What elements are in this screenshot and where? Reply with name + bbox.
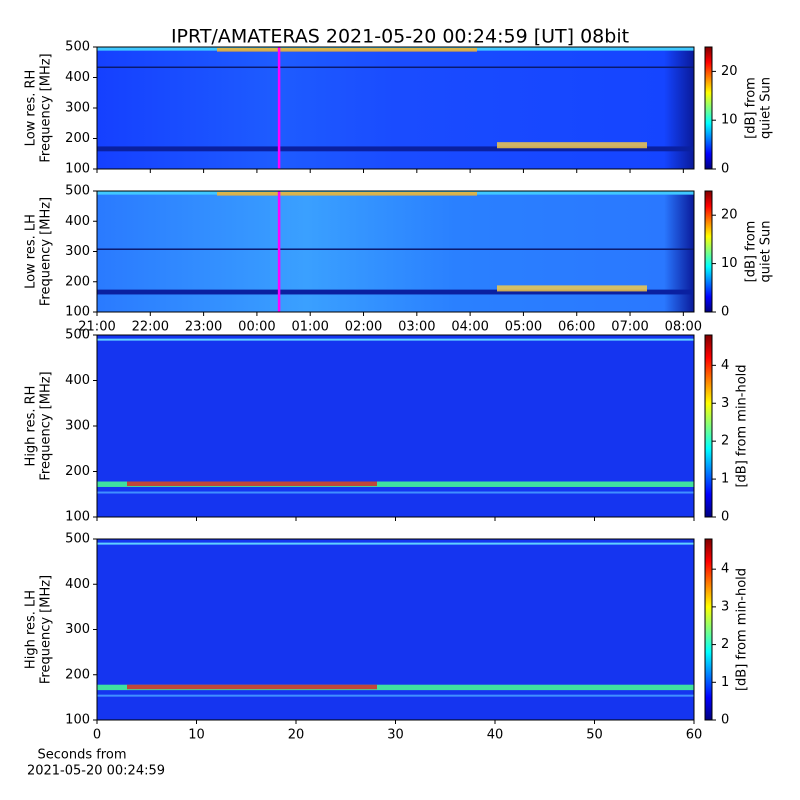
colorbar-tick-label: 10: [721, 256, 738, 271]
spectrogram-band: [97, 338, 694, 341]
colorbar: [704, 538, 713, 721]
colorbar-tick-label: 1: [721, 472, 729, 487]
colorbar-tick-label: 3: [721, 396, 729, 411]
colorbar-label: quiet Sun: [759, 77, 774, 139]
colorbar-tick-label: 0: [721, 713, 729, 728]
y-tick-label: 100: [65, 713, 90, 728]
y-tick-label: 300: [65, 419, 90, 434]
x-tick-label: 21:00: [78, 320, 115, 335]
x-tick-label: 30: [387, 728, 404, 743]
y-tick-label: 500: [65, 328, 90, 343]
colorbar-tick-label: 1: [721, 675, 729, 690]
y-tick-label: 300: [65, 622, 90, 637]
x-tick-label: 01:00: [291, 320, 328, 335]
y-axis-label: Frequency [MHz]: [39, 371, 54, 480]
y-axis-label: Frequency [MHz]: [39, 575, 54, 684]
colorbar-tick-label: 2: [721, 434, 729, 449]
colorbar-tick-label: 0: [721, 510, 729, 525]
x-tick-label: 0: [93, 728, 101, 743]
y-tick-label: 400: [65, 577, 90, 592]
colorbar-tick-label: 0: [721, 162, 729, 177]
y-tick-label: 100: [65, 510, 90, 525]
x-tick-label: 40: [487, 728, 504, 743]
y-tick-label: 400: [65, 373, 90, 388]
spectrogram-image: [97, 539, 694, 720]
spectrogram-band: [497, 285, 647, 292]
colorbar-label: [dB] from: [744, 221, 759, 283]
y-axis-label: High res. LH: [24, 590, 39, 669]
x-tick-label: 07:00: [611, 320, 648, 335]
x-tick-label: 06:00: [558, 320, 595, 335]
x-tick-label: 10: [188, 728, 205, 743]
y-axis-label: Low res. RH: [24, 70, 39, 147]
spectrogram-band: [97, 542, 694, 545]
x-tick-label: 60: [686, 728, 703, 743]
colorbar: [704, 46, 713, 170]
spectrogram-image: [97, 335, 694, 517]
x-tick-label: 22:00: [132, 320, 169, 335]
x-tick-label: 00:00: [238, 320, 275, 335]
y-tick-label: 200: [65, 464, 90, 479]
x-tick-label: 05:00: [505, 320, 542, 335]
spectrogram-band: [97, 684, 694, 691]
spectrogram-band: [97, 481, 694, 487]
y-tick-label: 300: [65, 244, 90, 259]
y-axis-label: Frequency [MHz]: [39, 197, 54, 306]
x-tick-label: 02:00: [345, 320, 382, 335]
x-axis-label: Seconds from: [37, 748, 126, 763]
colorbar: [704, 334, 713, 518]
colorbar: [704, 190, 713, 313]
y-tick-label: 400: [65, 70, 90, 85]
spectrogram-band: [97, 248, 694, 250]
colorbar-label: quiet Sun: [759, 220, 774, 282]
y-axis-label: Frequency [MHz]: [39, 53, 54, 162]
y-axis-label: High res. RH: [24, 386, 39, 467]
spectrogram-band: [97, 289, 694, 295]
colorbar-label: [dB] from: [744, 77, 759, 139]
y-tick-label: 500: [65, 532, 90, 547]
spectrogram-band: [127, 481, 377, 487]
colorbar-label: [dB] from min-hold: [735, 568, 750, 691]
x-tick-label: 20: [288, 728, 305, 743]
x-tick-label: 03:00: [398, 320, 435, 335]
x-tick-label: 23:00: [185, 320, 222, 335]
y-tick-label: 300: [65, 101, 90, 116]
colorbar-tick-label: 0: [721, 305, 729, 320]
y-tick-label: 200: [65, 274, 90, 289]
spectrogram-band: [497, 142, 647, 149]
colorbar-tick-label: 20: [721, 64, 738, 79]
colorbar-tick-label: 10: [721, 113, 738, 128]
spectrogram-band: [217, 48, 477, 52]
x-tick-label: 50: [586, 728, 603, 743]
figure-title: IPRT/AMATERAS 2021-05-20 00:24:59 [UT] 0…: [171, 26, 629, 48]
colorbar-tick-label: 3: [721, 599, 729, 614]
y-tick-label: 500: [65, 184, 90, 199]
colorbar-label: [dB] from min-hold: [735, 364, 750, 487]
y-tick-label: 100: [65, 162, 90, 177]
colorbar-tick-label: 4: [721, 358, 729, 373]
y-tick-label: 200: [65, 131, 90, 146]
colorbar-tick-label: 4: [721, 562, 729, 577]
x-tick-label: 04:00: [451, 320, 488, 335]
y-tick-label: 400: [65, 214, 90, 229]
y-tick-label: 100: [65, 305, 90, 320]
colorbar-tick-label: 20: [721, 208, 738, 223]
spectrogram-band: [97, 146, 694, 152]
x-tick-label: 08:00: [665, 320, 702, 335]
y-axis-label: Low res. LH: [24, 214, 39, 289]
spectrogram-band: [127, 684, 377, 690]
y-tick-label: 500: [65, 40, 90, 55]
spectrogram-band: [217, 192, 477, 196]
x-axis-label: 2021-05-20 00:24:59: [27, 764, 165, 779]
spectrogram-band: [97, 66, 694, 69]
colorbar-tick-label: 2: [721, 637, 729, 652]
y-tick-label: 200: [65, 667, 90, 682]
spectrogram-band: [97, 694, 694, 697]
spectrogram-band: [97, 491, 694, 494]
